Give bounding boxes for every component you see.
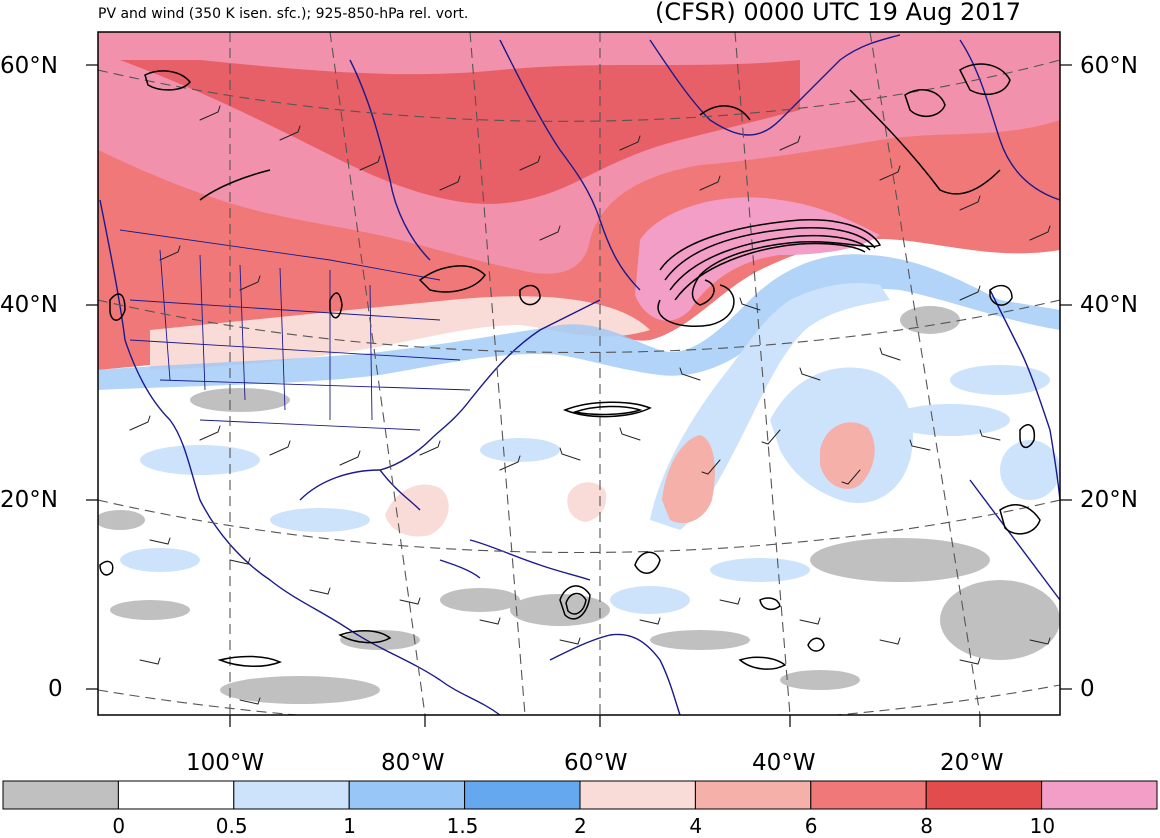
colorbar-box-7 [810,780,927,810]
colorbar-box-9 [1041,780,1158,810]
colorbar-box-6 [694,780,812,810]
pv-field-blob-4 [567,482,607,522]
axis-ticks [86,64,1072,727]
wind-barbs [129,105,1051,705]
colorbar-label-0: 0 [112,814,126,838]
colorbar-box-4 [464,780,581,810]
vorticity-contours [99,63,1041,670]
lat-label-0-left: 0 [48,676,63,702]
colorbar-label-7: 8 [920,814,933,838]
colorbar-label-1: 0.5 [215,814,248,838]
pv-field-gray-patches [98,306,1060,704]
lon-label-80w: 80°W [381,750,445,776]
colorbar-box-2 [233,780,350,810]
lon-label-100w: 100°W [186,750,265,776]
colorbar-label-2: 1 [343,814,356,838]
map-area [98,32,1060,715]
pv-field-light-red [150,296,650,370]
pv-field-blue-speckles [120,365,1060,614]
colorbar-box-8 [925,780,1043,810]
pv-field-dark-red [120,60,800,204]
colorbar-box-0 [2,780,119,810]
lon-label-60w: 60°W [564,750,628,776]
lon-label-20w: 20°W [940,750,1004,776]
map-frame [97,31,1061,716]
lat-label-60n-right: 60°N [1080,53,1138,79]
lat-label-40n-left: 40°N [0,292,58,318]
political-boundaries [119,229,471,431]
lat-label-60n-left: 60°N [0,53,58,79]
pv-field-blob-3 [385,484,449,537]
colorbar-label-4: 2 [574,814,587,838]
colorbar-box-1 [117,780,235,810]
lat-label-20n-left: 20°N [0,487,58,513]
colorbar-label-6: 6 [804,814,818,838]
pv-field-blob-1 [662,435,715,524]
colorbar-box-5 [579,780,696,810]
plot-title: (CFSR) 0000 UTC 19 Aug 2017 [655,0,1022,26]
lon-label-40w: 40°W [752,750,816,776]
lat-label-40n-right: 40°N [1080,292,1138,318]
colorbar-label-5: 4 [689,814,703,838]
lat-label-20n-right: 20°N [1080,487,1138,513]
coastlines [99,34,1060,715]
colorbar-box-3 [348,780,466,810]
colorbar-label-8: 10 [1029,814,1056,838]
pv-field-blob-2 [820,422,875,489]
colorbar [2,780,1158,810]
pv-field-blue-band [98,254,1060,390]
colorbar-label-3: 1.5 [446,814,479,838]
lat-label-0-right: 0 [1080,676,1095,702]
plot-subtitle: PV and wind (350 K isen. sfc.); 925-850-… [98,6,469,22]
